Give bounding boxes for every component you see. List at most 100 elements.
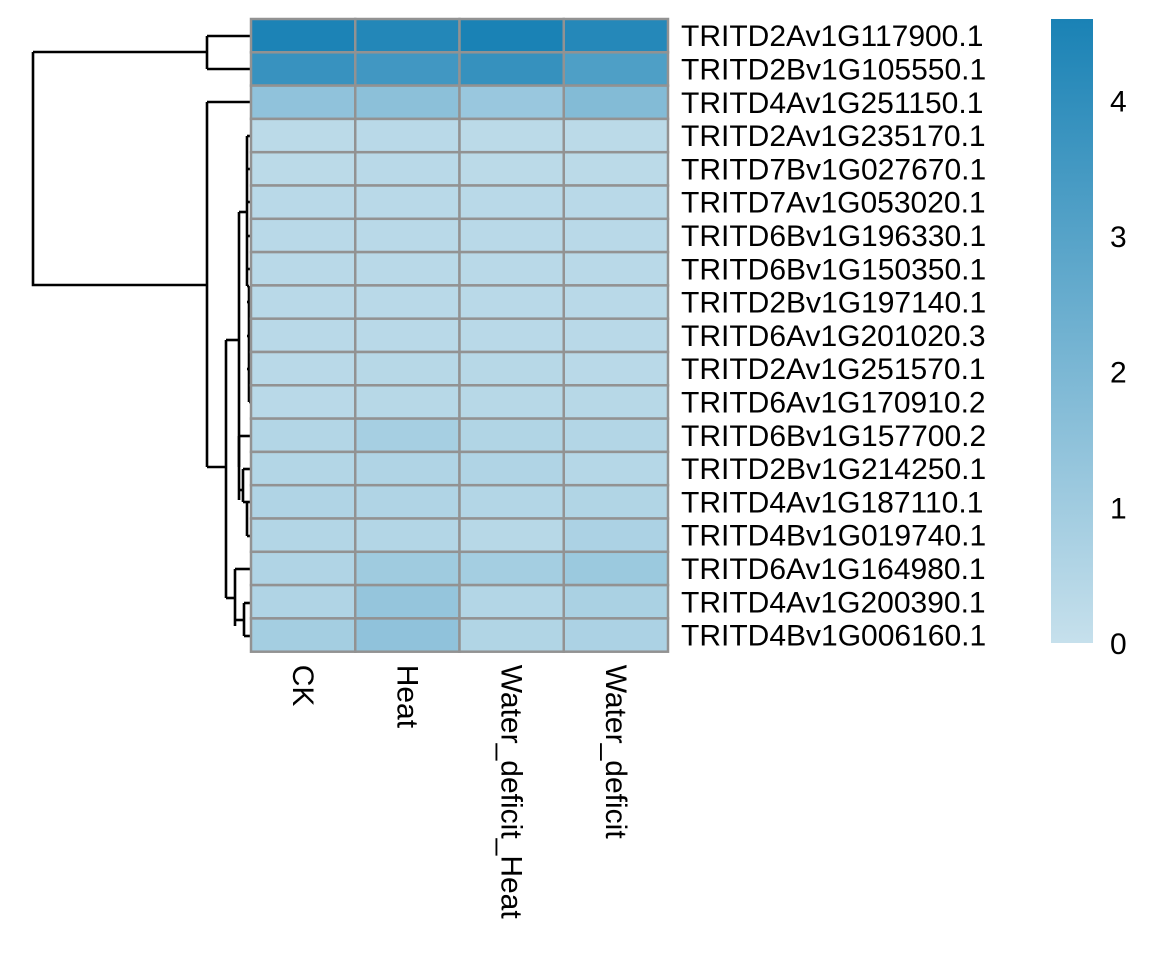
- heatmap-cell: [249, 150, 357, 187]
- heatmap-cell: [458, 450, 565, 487]
- heatmap-cell: [562, 417, 670, 454]
- heatmap-cell: [458, 84, 565, 121]
- row-label: TRITD2Av1G251570.1: [681, 353, 986, 386]
- heatmap-cell: [562, 217, 670, 254]
- row-label: TRITD2Bv1G214250.1: [681, 453, 986, 486]
- legend-tick-label: 3: [1110, 221, 1127, 254]
- heatmap-cell: [354, 184, 461, 221]
- heatmap-cell: [562, 583, 670, 620]
- heatmap-cell: [562, 184, 670, 221]
- heatmap-cell: [354, 517, 461, 554]
- heatmap-cell: [249, 583, 357, 620]
- row-label: TRITD2Bv1G197140.1: [681, 287, 986, 320]
- heatmap-cell: [354, 17, 461, 54]
- heatmap-cell: [458, 117, 565, 154]
- row-label: TRITD4Bv1G019740.1: [681, 520, 986, 553]
- heatmap-cell: [354, 483, 461, 520]
- column-labels: CK Heat Water_deficit_Heat Water_deficit: [286, 665, 632, 920]
- heatmap-cell: [562, 450, 670, 487]
- row-label: TRITD6Bv1G157700.2: [681, 420, 986, 453]
- heatmap-cell: [562, 517, 670, 554]
- legend-tick-labels: 0 1 2 3 4: [1110, 85, 1127, 661]
- heatmap-cell: [249, 483, 357, 520]
- heatmap-cell: [249, 184, 357, 221]
- heatmap-cell: [354, 217, 461, 254]
- heatmap-cell: [249, 350, 357, 387]
- heatmap-cell: [562, 51, 670, 87]
- column-label: Water_deficit_Heat: [495, 665, 528, 920]
- heatmap-cell: [354, 284, 461, 320]
- heatmap-cell: [458, 350, 565, 387]
- heatmap-cell: [458, 184, 565, 221]
- heatmap-cell: [249, 250, 357, 287]
- color-legend: 0 1 2 3 4: [1051, 19, 1127, 661]
- heatmap-cell: [562, 617, 670, 653]
- heatmap-cell: [458, 284, 565, 320]
- legend-tick-label: 0: [1110, 628, 1127, 661]
- heatmap-cell: [249, 317, 357, 354]
- heatmap-cell: [249, 450, 357, 487]
- heatmap-cells: [249, 17, 670, 653]
- row-label: TRITD4Av1G251150.1: [681, 87, 983, 120]
- heatmap-cell: [249, 617, 357, 653]
- heatmap-cell: [249, 84, 357, 121]
- heatmap-cell: [458, 617, 565, 653]
- heatmap-cell: [249, 51, 357, 87]
- heatmap-cell: [458, 51, 565, 87]
- heatmap-cell: [354, 450, 461, 487]
- heatmap-cell: [354, 117, 461, 154]
- heatmap-cell: [354, 583, 461, 620]
- heatmap-cell: [562, 483, 670, 520]
- heatmap-cell: [458, 417, 565, 454]
- heatmap-cell: [354, 51, 461, 87]
- heatmap-cell: [562, 250, 670, 287]
- heatmap-cell: [354, 350, 461, 387]
- heatmap-cell: [249, 517, 357, 554]
- heatmap-cell: [562, 284, 670, 320]
- row-label: TRITD4Av1G200390.1: [681, 586, 986, 619]
- heatmap-cell: [458, 250, 565, 287]
- heatmap-cell: [562, 550, 670, 587]
- legend-tick-label: 1: [1110, 492, 1127, 525]
- legend-tick-label: 4: [1110, 85, 1127, 118]
- heatmap-cell: [354, 150, 461, 187]
- heatmap-cell: [458, 483, 565, 520]
- heatmap-cell: [562, 350, 670, 387]
- row-label: TRITD2Av1G117900.1: [681, 20, 983, 53]
- heatmap-cell: [458, 517, 565, 554]
- heatmap-cell: [458, 317, 565, 354]
- legend-color-bar: [1051, 19, 1093, 643]
- heatmap-cell: [249, 117, 357, 154]
- row-label: TRITD7Bv1G027670.1: [681, 153, 986, 186]
- heatmap-cell: [249, 17, 357, 54]
- legend-tick-label: 2: [1110, 357, 1127, 390]
- heatmap-cell: [562, 384, 670, 420]
- row-label: TRITD2Bv1G105550.1: [681, 53, 986, 86]
- column-label: Heat: [390, 665, 423, 729]
- heatmap-cell: [458, 583, 565, 620]
- heatmap-cell: [562, 317, 670, 354]
- heatmap-cell: [354, 384, 461, 420]
- row-label: TRITD2Av1G235170.1: [681, 120, 986, 153]
- row-label: TRITD6Av1G170910.2: [681, 386, 986, 419]
- heatmap-cell: [354, 617, 461, 653]
- heatmap-cell: [458, 384, 565, 420]
- row-label: TRITD7Av1G053020.1: [681, 187, 986, 220]
- heatmap-cell: [458, 150, 565, 187]
- heatmap-cell: [458, 550, 565, 587]
- heatmap-cell: [562, 84, 670, 121]
- heatmap-cell: [354, 550, 461, 587]
- row-label: TRITD4Bv1G006160.1: [681, 620, 986, 653]
- row-labels: TRITD2Av1G117900.1TRITD2Bv1G105550.1TRIT…: [681, 20, 986, 652]
- heatmap-cell: [249, 417, 357, 454]
- column-label: Water_deficit: [599, 665, 632, 840]
- heatmap-cell: [249, 284, 357, 320]
- heatmap-cell: [354, 317, 461, 354]
- row-label: TRITD6Bv1G196330.1: [681, 220, 986, 253]
- column-label: CK: [286, 665, 319, 707]
- heatmap-cell: [249, 217, 357, 254]
- row-label: TRITD4Av1G187110.1: [681, 486, 983, 519]
- row-label: TRITD6Av1G201020.3: [681, 320, 986, 353]
- row-label: TRITD6Av1G164980.1: [681, 553, 986, 586]
